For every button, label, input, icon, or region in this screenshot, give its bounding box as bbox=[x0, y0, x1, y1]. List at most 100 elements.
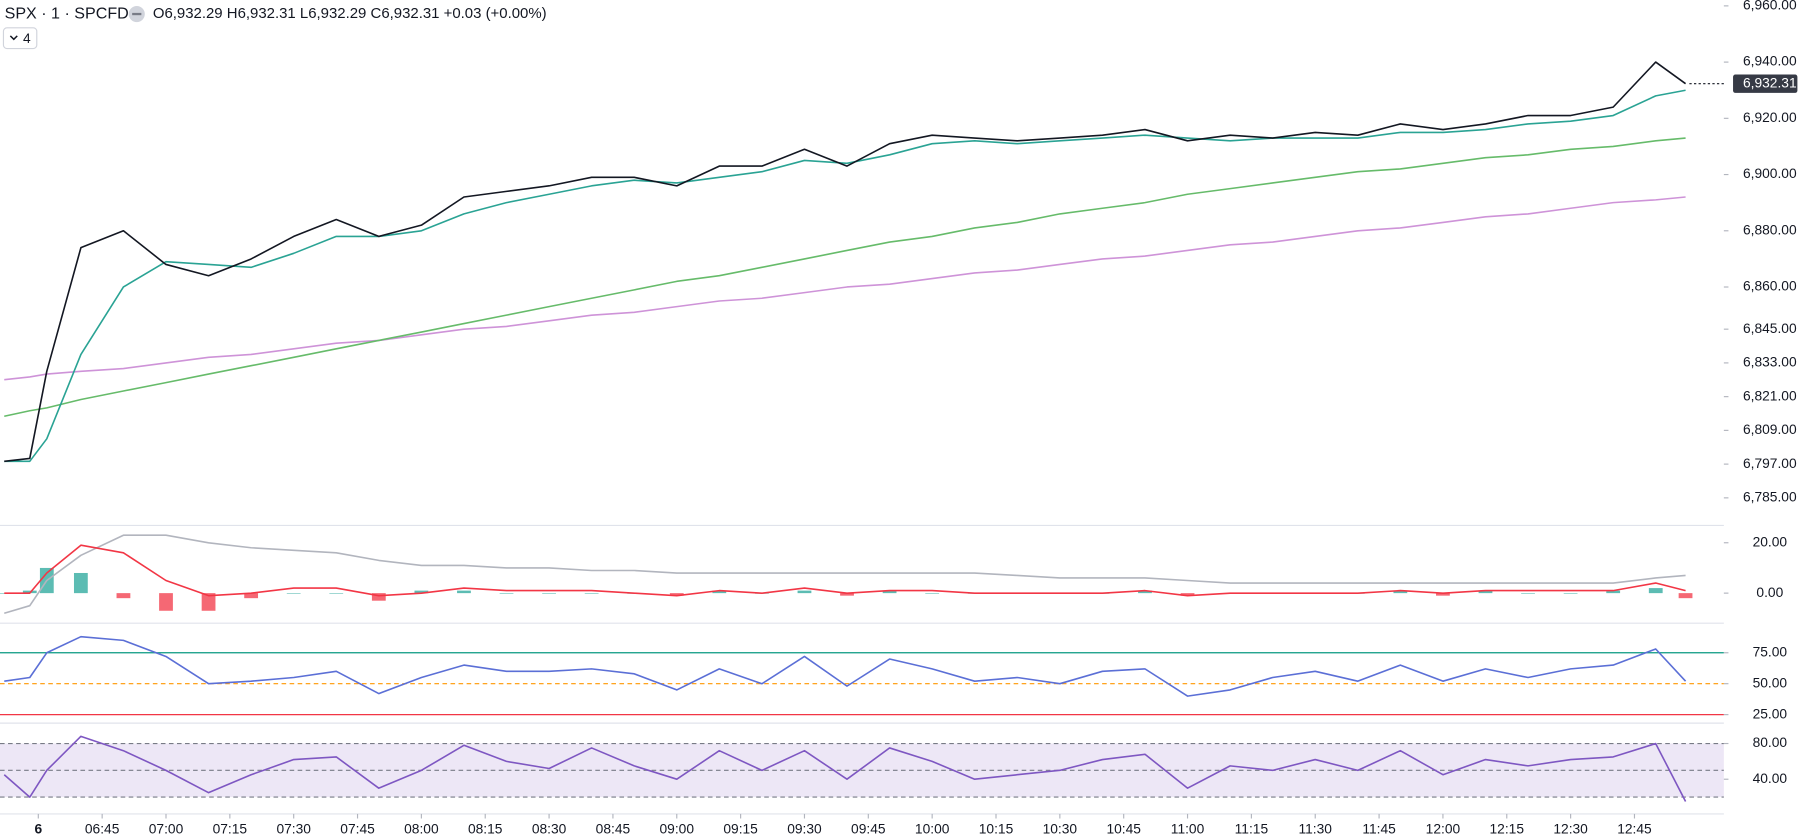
series-line bbox=[4, 89, 1686, 463]
y-tick-label: 80.00 bbox=[1753, 735, 1788, 750]
y-tick-label: 6,860.00 bbox=[1743, 279, 1797, 294]
histogram-bar bbox=[159, 593, 173, 611]
ohlc-letter: L bbox=[300, 5, 308, 22]
y-tick-label: 6,833.00 bbox=[1743, 355, 1797, 370]
x-tick-label: 6 bbox=[34, 822, 42, 836]
series-line bbox=[4, 137, 1686, 418]
histogram-bar bbox=[116, 593, 131, 599]
x-tick-label: 09:45 bbox=[851, 822, 886, 836]
ohlc-letter: C bbox=[371, 5, 382, 22]
header: SPX · 1 · SPCFD O6,932.29 H6,932.31 L6,9… bbox=[2, 4, 547, 50]
histogram-bar bbox=[286, 593, 301, 594]
x-tick-label: 12:00 bbox=[1426, 822, 1461, 836]
last-price-label: 6,932.31 bbox=[1743, 75, 1797, 90]
series-line bbox=[3, 735, 1687, 802]
ohlc-letter: O bbox=[153, 5, 165, 22]
histogram-bar bbox=[201, 593, 216, 611]
x-tick-label: 11:00 bbox=[1171, 822, 1205, 836]
y-tick-label: 6,797.00 bbox=[1743, 456, 1797, 471]
histogram-bar bbox=[73, 572, 88, 594]
y-tick-label: 6,900.00 bbox=[1743, 166, 1797, 181]
ohlc-value: 6,932.29 bbox=[308, 5, 366, 22]
series-line bbox=[4, 544, 1686, 597]
x-tick-label: 12:45 bbox=[1617, 822, 1652, 836]
histogram-bar bbox=[584, 593, 599, 594]
series-line bbox=[4, 635, 1687, 697]
symbol[interactable]: SPX · 1 · SPCFD bbox=[5, 4, 129, 22]
y-tick-label: 40.00 bbox=[1753, 771, 1788, 786]
indicator-count: 4 bbox=[23, 31, 31, 46]
x-tick-label: 09:30 bbox=[787, 822, 822, 836]
histogram-bar bbox=[1521, 593, 1535, 594]
series-line bbox=[4, 61, 1687, 463]
ohlc-letter: H bbox=[227, 5, 238, 22]
y-tick-label: 0.00 bbox=[1756, 585, 1783, 600]
series-line bbox=[4, 534, 1686, 615]
x-tick-label: 12:30 bbox=[1553, 822, 1588, 836]
x-tick-label: 09:15 bbox=[723, 822, 758, 836]
histogram-bar bbox=[244, 593, 259, 599]
histogram-bar bbox=[669, 593, 684, 596]
histogram-bar bbox=[1478, 590, 1493, 594]
histogram-bar bbox=[1606, 590, 1621, 594]
last-price-box bbox=[1733, 74, 1798, 93]
x-tick-label: 08:30 bbox=[532, 822, 567, 836]
y-tick-label: 6,880.00 bbox=[1743, 222, 1797, 237]
histogram-bar bbox=[840, 593, 854, 596]
x-tick-label: 07:30 bbox=[276, 822, 311, 836]
histogram-bar bbox=[542, 593, 556, 594]
y-tick-label: 6,960.00 bbox=[1743, 0, 1797, 13]
x-tick-label: 08:45 bbox=[596, 822, 631, 836]
x-tick-label: 09:00 bbox=[660, 822, 695, 836]
ohlc-value: 6,932.29 bbox=[164, 5, 222, 22]
y-tick-label: 6,809.00 bbox=[1743, 422, 1797, 437]
x-tick-label: 12:15 bbox=[1490, 822, 1525, 836]
histogram-bar bbox=[1563, 593, 1578, 594]
histogram-bar bbox=[1648, 588, 1663, 594]
y-tick-label: 6,920.00 bbox=[1743, 110, 1797, 125]
histogram-bar bbox=[882, 590, 897, 594]
x-tick-label: 10:00 bbox=[915, 822, 950, 836]
histogram-bar bbox=[329, 593, 344, 594]
y-tick-label: 6,845.00 bbox=[1743, 321, 1797, 336]
histogram-bar bbox=[414, 590, 429, 594]
ohlc: O6,932.29 H6,932.31 L6,932.29 C6,932.31 … bbox=[153, 5, 547, 22]
histogram-bar bbox=[1436, 593, 1450, 596]
histogram-bar bbox=[925, 593, 940, 594]
x-tick-label: 10:15 bbox=[979, 822, 1014, 836]
y-tick-label: 25.00 bbox=[1753, 706, 1788, 721]
x-tick-label: 10:30 bbox=[1043, 822, 1078, 836]
series-line bbox=[4, 196, 1686, 381]
status-icon-bar bbox=[132, 12, 142, 16]
y-tick-label: 6,940.00 bbox=[1743, 54, 1797, 69]
histogram-bar bbox=[712, 590, 727, 594]
histogram-bar bbox=[1678, 593, 1693, 599]
x-tick-label: 06:45 bbox=[85, 822, 120, 836]
histogram-bar bbox=[1180, 593, 1195, 596]
x-tick-label: 11:30 bbox=[1299, 822, 1333, 836]
x-tick-label: 07:15 bbox=[213, 822, 248, 836]
histogram-bar bbox=[371, 593, 386, 601]
change: +0.03 (+0.00%) bbox=[444, 5, 547, 22]
y-tick-label: 50.00 bbox=[1753, 675, 1788, 690]
y-tick-label: 6,785.00 bbox=[1743, 489, 1797, 504]
histogram-bar bbox=[1138, 590, 1152, 594]
histogram-bar bbox=[797, 590, 812, 594]
chevron bbox=[9, 35, 18, 41]
indicator-toggle[interactable] bbox=[2, 27, 38, 50]
x-tick-label: 08:15 bbox=[468, 822, 503, 836]
histogram-bar bbox=[499, 593, 514, 594]
x-tick-label: 07:00 bbox=[149, 822, 184, 836]
ohlc-value: 6,932.31 bbox=[238, 5, 296, 22]
x-tick-label: 10:45 bbox=[1106, 822, 1141, 836]
histogram-bar bbox=[1393, 590, 1408, 594]
ohlc-value: 6,932.31 bbox=[381, 5, 439, 22]
x-tick-label: 07:45 bbox=[340, 822, 375, 836]
x-tick-label: 11:15 bbox=[1235, 822, 1269, 836]
y-tick-label: 6,821.00 bbox=[1743, 388, 1797, 403]
y-tick-label: 20.00 bbox=[1753, 534, 1788, 549]
x-tick-label: 11:45 bbox=[1362, 822, 1396, 836]
